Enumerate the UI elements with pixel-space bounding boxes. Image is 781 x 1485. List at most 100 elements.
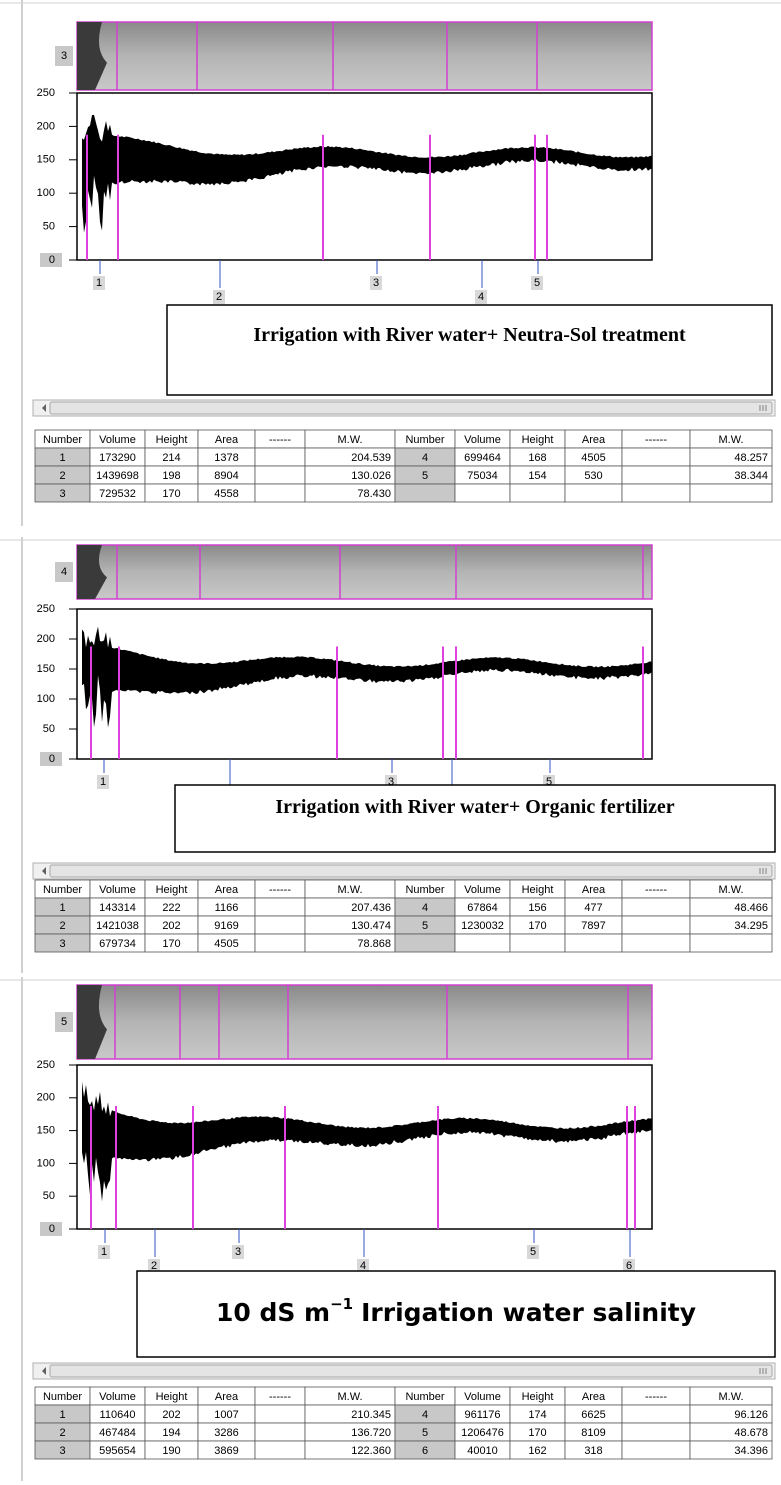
table-cell xyxy=(510,484,565,502)
y-tick-label: 0 xyxy=(49,753,55,765)
table-cell-text: 729532 xyxy=(99,488,136,500)
table-cell-text: 477 xyxy=(584,902,602,914)
y-tick-label: 50 xyxy=(43,1190,55,1202)
table-cell-text: 2 xyxy=(59,470,65,482)
table-header-text: Number xyxy=(43,434,82,446)
table-cell-text: 202 xyxy=(162,920,180,932)
gel-image xyxy=(77,22,652,90)
gel-image xyxy=(77,985,652,1059)
table-cell-text: 48.466 xyxy=(734,902,768,914)
table-cell-text: 67864 xyxy=(467,902,498,914)
table-cell xyxy=(690,484,772,502)
table-header-text: Number xyxy=(43,1391,82,1403)
table-cell-text: 530 xyxy=(584,470,602,482)
y-tick-label: 200 xyxy=(37,120,55,132)
y-tick-label: 250 xyxy=(37,87,55,99)
y-tick-label: 0 xyxy=(49,254,55,266)
table-header-text: M.W. xyxy=(337,1391,362,1403)
table-cell-text: 6 xyxy=(422,1445,428,1457)
table-cell xyxy=(255,466,305,484)
table-cell-text: 210.345 xyxy=(351,1409,391,1421)
table-cell xyxy=(455,484,510,502)
table-header-text: Number xyxy=(43,884,82,896)
y-tick-label: 200 xyxy=(37,1092,55,1104)
table-cell xyxy=(255,1423,305,1441)
y-tick-label: 250 xyxy=(37,603,55,615)
band-label: 2 xyxy=(151,1260,157,1272)
table-cell-text: 3869 xyxy=(214,1445,238,1457)
table-cell-text: 174 xyxy=(528,1409,546,1421)
table-cell-text: 679734 xyxy=(99,938,136,950)
table-cell-text: 48.678 xyxy=(734,1427,768,1439)
band-label: 1 xyxy=(100,776,106,788)
table-header-text: Height xyxy=(156,884,188,896)
table-cell xyxy=(565,934,622,952)
table-cell-text: 194 xyxy=(162,1427,180,1439)
table-cell-text: 2 xyxy=(59,1427,65,1439)
table-cell-text: 7897 xyxy=(581,920,605,932)
table-header-text: ------ xyxy=(645,1391,667,1403)
table-header-text: Number xyxy=(405,1391,444,1403)
y-tick-label: 200 xyxy=(37,633,55,645)
table-cell xyxy=(510,934,565,952)
table-header-text: Height xyxy=(522,434,554,446)
caption-box xyxy=(167,305,772,395)
table-cell-text: 110640 xyxy=(100,1409,136,1421)
table-cell-text: 2 xyxy=(59,920,65,932)
table-header-text: ------ xyxy=(645,884,667,896)
table-header-text: ------ xyxy=(269,884,291,896)
table-header-text: Volume xyxy=(464,884,501,896)
table-cell xyxy=(255,1405,305,1423)
table-cell-text: 96.126 xyxy=(734,1409,768,1421)
band-label: 1 xyxy=(101,1246,107,1258)
table-cell-text: 1206476 xyxy=(461,1427,504,1439)
band-label: 1 xyxy=(96,277,102,289)
table-header-text: Area xyxy=(582,434,606,446)
table-header-text: M.W. xyxy=(718,434,743,446)
table-header-text: Height xyxy=(522,1391,554,1403)
lane-label: 5 xyxy=(61,1016,67,1028)
table-cell xyxy=(565,484,622,502)
table-cell-text: 4 xyxy=(422,902,428,914)
table-cell xyxy=(255,484,305,502)
table-header-text: M.W. xyxy=(718,884,743,896)
table-cell-text: 961176 xyxy=(465,1409,501,1421)
caption-superscript: −1 xyxy=(330,1295,353,1313)
table-cell-text: 1007 xyxy=(214,1409,238,1421)
table-cell-text: 4505 xyxy=(214,938,238,950)
table-header-text: M.W. xyxy=(718,1391,743,1403)
table-cell-text: 207.436 xyxy=(351,902,391,914)
table-cell xyxy=(255,916,305,934)
table-cell-text: 34.295 xyxy=(734,920,768,932)
table-cell-text: 4 xyxy=(422,452,428,464)
band-label: 5 xyxy=(534,277,540,289)
y-tick-label: 0 xyxy=(49,1223,55,1235)
table-header-text: Number xyxy=(405,884,444,896)
table-cell-text: 1 xyxy=(59,452,65,464)
y-tick-label: 50 xyxy=(43,723,55,735)
table-header-text: M.W. xyxy=(337,434,362,446)
table-header-text: Area xyxy=(215,884,239,896)
table-cell xyxy=(255,448,305,466)
table-cell-text: 122.360 xyxy=(351,1445,391,1457)
table-cell-text: 1439698 xyxy=(96,470,139,482)
table-cell-text: 467484 xyxy=(99,1427,136,1439)
table-cell-text: 34.396 xyxy=(734,1445,768,1457)
table-header-text: Height xyxy=(156,434,188,446)
band-label: 3 xyxy=(235,1246,241,1258)
table-cell-text: 170 xyxy=(528,1427,546,1439)
table-cell-text: 75034 xyxy=(467,470,498,482)
table-header-text: ------ xyxy=(645,434,667,446)
table-cell-text: 3 xyxy=(59,488,65,500)
table-cell xyxy=(255,898,305,916)
table-cell-text: 1 xyxy=(59,1409,65,1421)
table-cell-text: 156 xyxy=(528,902,546,914)
band-label: 5 xyxy=(530,1246,536,1258)
table-cell-text: 5 xyxy=(422,920,428,932)
table-header-text: Volume xyxy=(99,884,136,896)
table-cell-text: 1230032 xyxy=(461,920,504,932)
y-tick-label: 100 xyxy=(37,187,55,199)
table-cell-text: 173290 xyxy=(99,452,136,464)
table-cell-text: 6625 xyxy=(581,1409,605,1421)
table-cell-text: 170 xyxy=(528,920,546,932)
